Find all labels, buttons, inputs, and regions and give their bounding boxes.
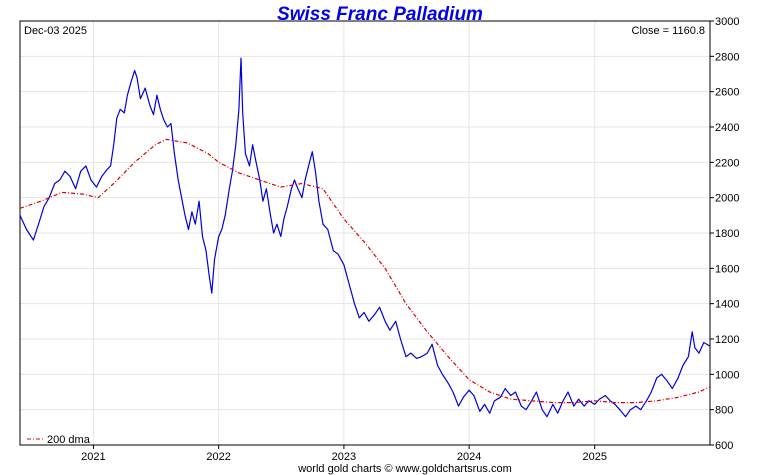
x-axis: 2021 2022 2023 2024 2025: [81, 445, 607, 463]
legend: 200 dma: [27, 434, 91, 446]
x-tick-label: 2024: [457, 451, 481, 463]
gridlines: [20, 21, 710, 445]
y-tick-label: 1000: [715, 369, 739, 381]
x-tick-label: 2022: [206, 451, 230, 463]
x-tick-label: 2023: [332, 451, 356, 463]
x-tick-label: 2025: [582, 451, 606, 463]
dma-200-line: [19, 138, 711, 404]
y-tick-label: 2800: [715, 51, 739, 63]
series-layer: [19, 57, 711, 418]
close-label: Close = 1160.8: [632, 25, 706, 37]
legend-label: 200 dma: [47, 434, 91, 446]
y-tick-label: 1400: [715, 299, 739, 311]
y-tick-label: 1600: [715, 263, 739, 275]
chart-title: Swiss Franc Palladium: [277, 4, 483, 25]
date-label: Dec-03 2025: [24, 25, 87, 37]
y-tick-label: 600: [715, 440, 733, 452]
footer-credit: world gold charts © www.goldchartsrus.co…: [297, 463, 512, 475]
y-tick-label: 1800: [715, 228, 739, 240]
y-tick-label: 2600: [715, 87, 739, 99]
y-tick-label: 2200: [715, 157, 739, 169]
x-tick-label: 2021: [81, 451, 105, 463]
y-tick-label: 2000: [715, 193, 739, 205]
y-tick-label: 1200: [715, 334, 739, 346]
y-tick-label: 3000: [715, 16, 739, 28]
y-axis: 600 800 1000 1200 1400 1600 1800 2000 2200 2400 26…: [710, 16, 739, 452]
y-tick-label: 2400: [715, 122, 739, 134]
y-tick-label: 800: [715, 405, 733, 417]
price-line: [19, 57, 711, 418]
